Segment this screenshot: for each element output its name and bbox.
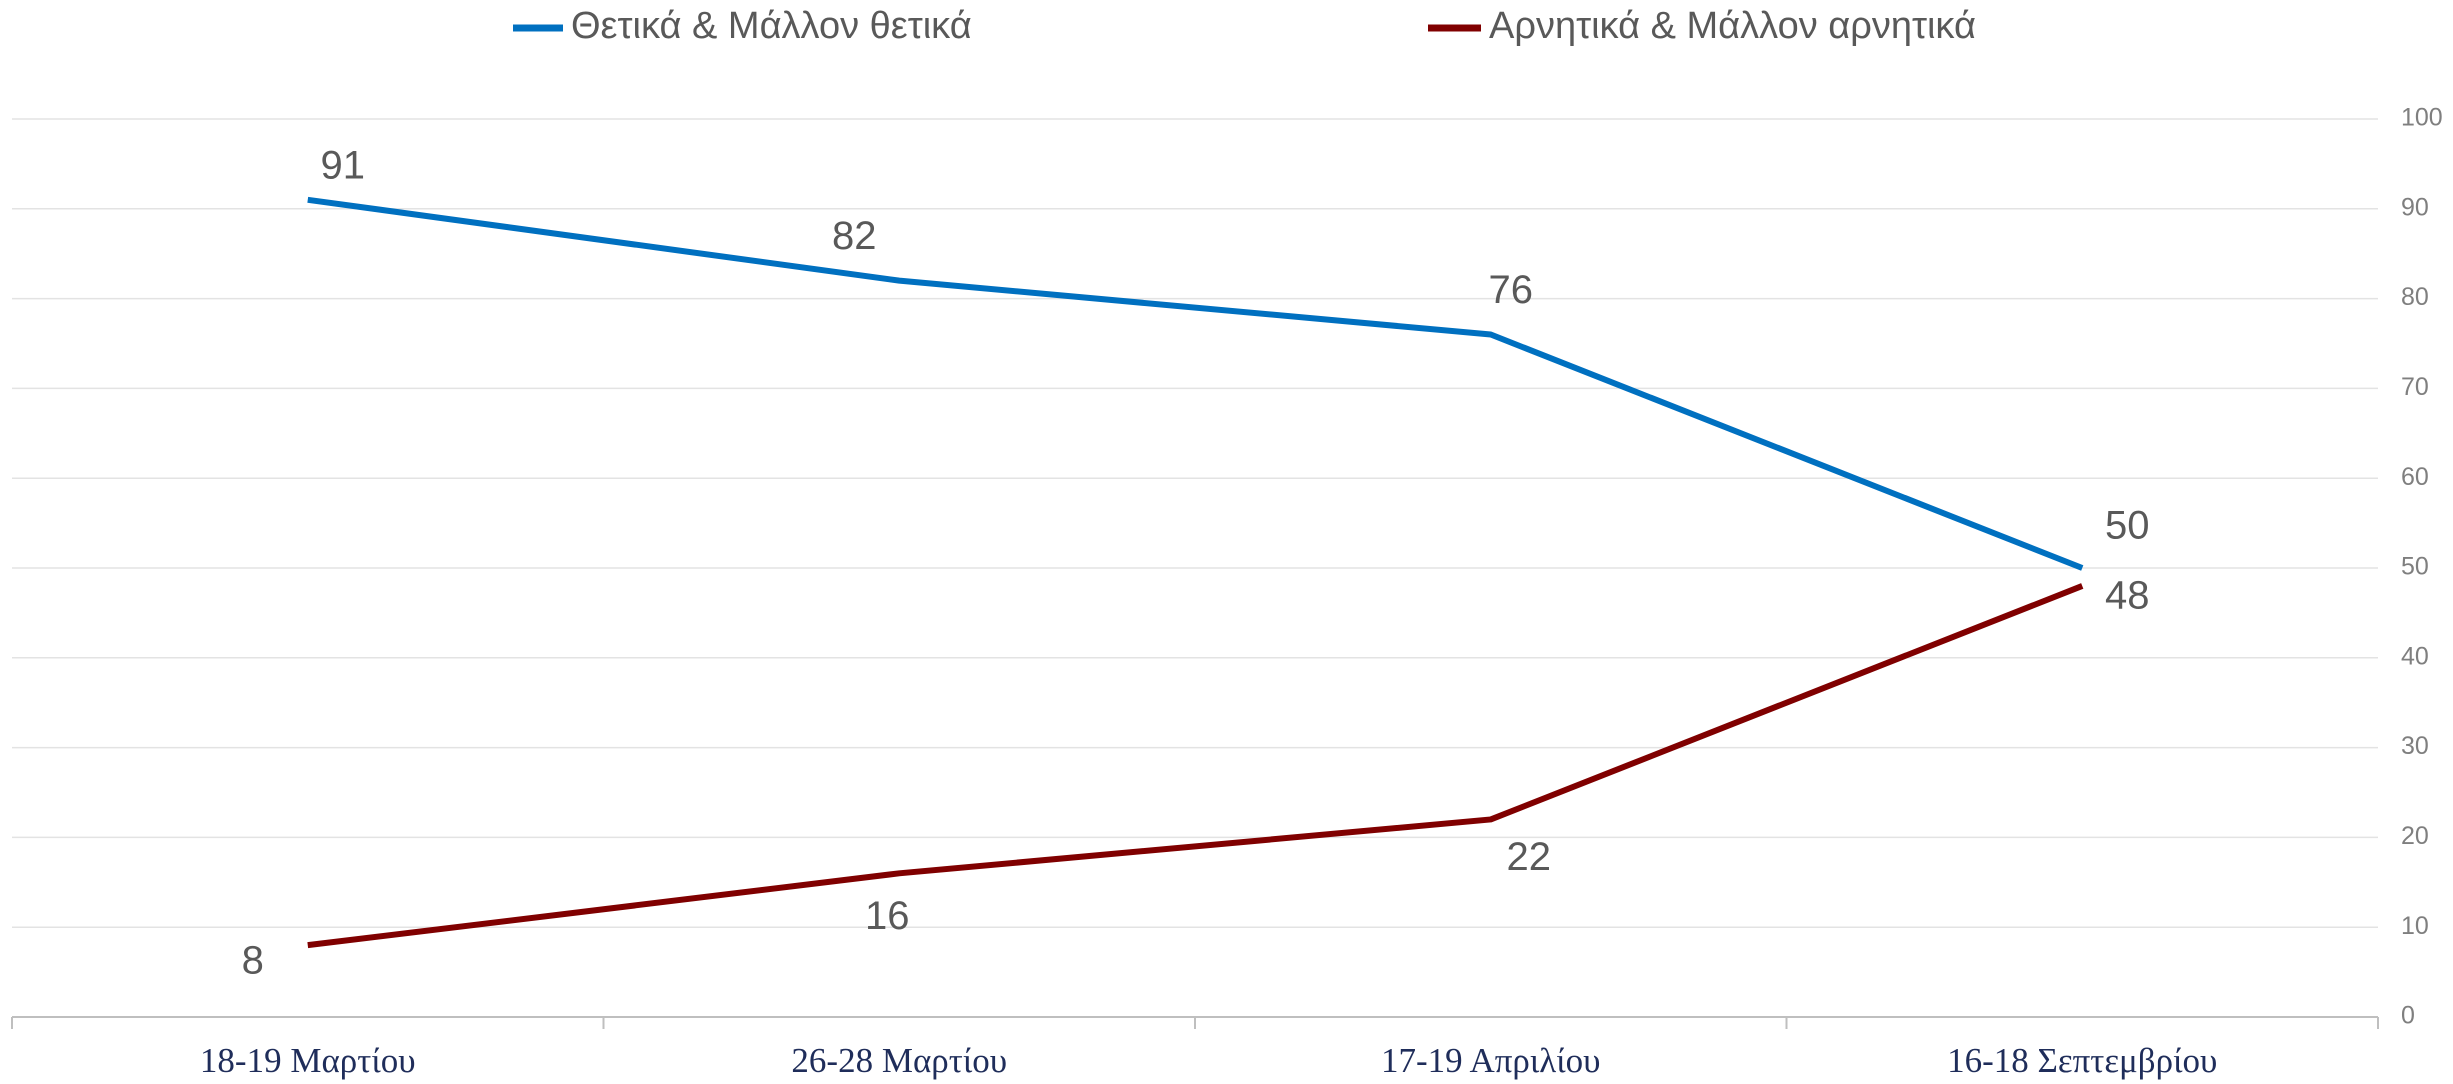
data-label: 22 (1507, 835, 1552, 879)
y-tick-label: 30 (2401, 732, 2429, 760)
legend-label: Θετικά & Μάλλον θετικά (571, 5, 972, 47)
data-label: 82 (832, 214, 877, 258)
x-tick-label: 17-19 Απριλίου (1381, 1041, 1601, 1080)
data-label: 8 (242, 939, 264, 983)
y-tick-label: 90 (2401, 193, 2429, 221)
y-tick-label: 10 (2401, 912, 2429, 940)
line-series (307, 196, 2084, 571)
y-tick-label: 80 (2401, 283, 2429, 311)
x-tick-label: 26-28 Μαρτίου (791, 1041, 1007, 1080)
x-tick-label: 16-18 Σεπτεμβρίου (1947, 1041, 2217, 1080)
y-tick-label: 100 (2401, 104, 2443, 132)
y-tick-label: 50 (2401, 553, 2429, 581)
data-label: 16 (865, 894, 910, 938)
data-label: 76 (1489, 268, 1534, 312)
legend-label: Αρνητικά & Μάλλον αρνητικά (1489, 5, 1976, 47)
y-tick-label: 60 (2401, 463, 2429, 491)
x-tick-label: 18-19 Μαρτίου (200, 1041, 416, 1080)
data-label: 48 (2105, 574, 2150, 618)
y-tick-label: 0 (2401, 1002, 2415, 1030)
y-tick-label: 40 (2401, 642, 2429, 670)
data-label: 50 (2105, 504, 2150, 548)
data-label: 91 (321, 143, 366, 187)
line-series (307, 583, 2084, 949)
y-tick-label: 70 (2401, 373, 2429, 401)
y-tick-label: 20 (2401, 822, 2429, 850)
